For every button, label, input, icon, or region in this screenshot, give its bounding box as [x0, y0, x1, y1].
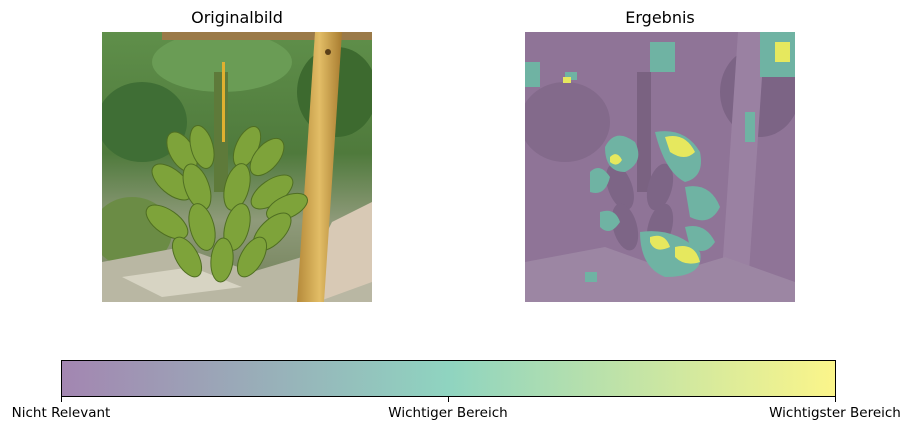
- colorbar: [61, 360, 836, 397]
- colorbar-label-high: Wichtigster Bereich: [769, 405, 901, 421]
- colorbar-label-mid: Wichtiger Bereich: [388, 405, 508, 421]
- original-image: [102, 32, 372, 302]
- result-heatmap: [525, 32, 795, 302]
- original-image-title: Originalbild: [191, 8, 283, 27]
- colorbar-tick: [61, 397, 62, 402]
- result-image-title: Ergebnis: [625, 8, 695, 27]
- colorbar-tick: [448, 397, 449, 402]
- colorbar-tick: [835, 397, 836, 402]
- colorbar-label-low: Nicht Relevant: [11, 405, 111, 421]
